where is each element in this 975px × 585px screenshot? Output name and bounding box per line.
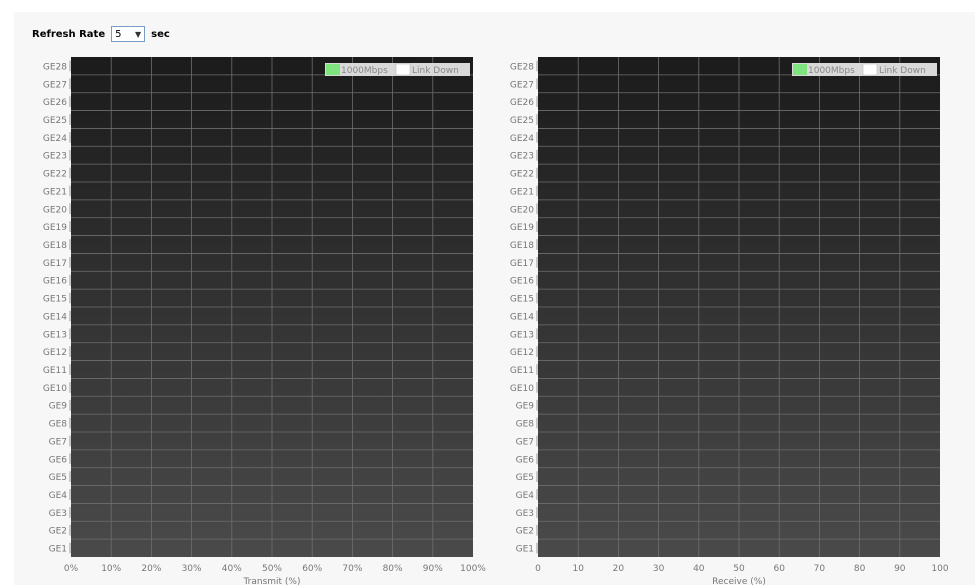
transmit-category-label: GE1 <box>49 545 67 555</box>
transmit-legend-swatch-down <box>395 63 411 76</box>
receive-xtick-label: 80 <box>854 564 866 574</box>
transmit-xtick-label: 60% <box>302 564 322 574</box>
transmit-category-label: GE25 <box>43 116 67 126</box>
receive-category-label: GE4 <box>516 491 535 501</box>
receive-category-label: GE27 <box>510 80 534 90</box>
transmit-category-label: GE26 <box>43 98 67 108</box>
receive-category-label: GE1 <box>516 545 534 555</box>
transmit-xtick-label: 40% <box>222 564 242 574</box>
receive-xtick-label: 40 <box>693 564 705 574</box>
receive-category-label: GE15 <box>510 295 534 305</box>
transmit-xtick-label: 0% <box>64 564 79 574</box>
receive-category-label: GE13 <box>510 330 534 340</box>
receive-category-label: GE10 <box>510 384 534 394</box>
receive-category-label: GE6 <box>516 455 535 465</box>
transmit-category-label: GE4 <box>49 491 68 501</box>
receive-category-label: GE22 <box>510 170 534 180</box>
transmit-category-label: GE20 <box>43 205 67 215</box>
transmit-xtick-label: 90% <box>423 564 443 574</box>
receive-chart: 0 10 20 30 40 50 60 70 80 90 100 GE28 GE27 GE26 GE25 GE… <box>510 57 949 585</box>
receive-legend-swatch-1000 <box>793 64 807 75</box>
transmit-category-label: GE28 <box>43 62 67 72</box>
transmit-category-label: GE13 <box>43 330 67 340</box>
transmit-xtick-label: 80% <box>383 564 403 574</box>
transmit-xtick-label: 10% <box>101 564 121 574</box>
transmit-category-label: GE22 <box>43 170 67 180</box>
refresh-rate-label: Refresh Rate <box>32 28 106 40</box>
transmit-legend-swatch-1000 <box>326 64 340 75</box>
transmit-xtick-label: 70% <box>342 564 362 574</box>
receive-xtick-label: 90 <box>894 564 906 574</box>
receive-xtick-label: 10 <box>572 564 584 574</box>
transmit-category-label: GE14 <box>43 312 67 322</box>
receive-category-label: GE16 <box>510 277 534 287</box>
receive-category-label: GE8 <box>516 420 535 430</box>
receive-xtick-label: 50 <box>733 564 745 574</box>
receive-legend-label-down: Link Down <box>879 66 926 76</box>
receive-category-label: GE20 <box>510 205 534 215</box>
receive-category-label: GE25 <box>510 116 534 126</box>
refresh-rate-select[interactable]: 5 ▼ <box>111 26 146 42</box>
receive-legend-swatch-down <box>862 63 878 76</box>
chevron-down-icon: ▼ <box>134 29 142 39</box>
receive-xtick-label: 30 <box>653 564 665 574</box>
transmit-category-label: GE17 <box>43 259 67 269</box>
transmit-xtick-label: 100% <box>460 564 486 574</box>
transmit-category-label: GE21 <box>43 187 67 197</box>
receive-category-label: GE2 <box>516 527 534 537</box>
receive-category-label: GE28 <box>510 62 534 72</box>
receive-xtick-label: 100 <box>931 564 948 574</box>
transmit-xtick-label: 20% <box>141 564 161 574</box>
transmit-chart: 0% 10% 20% 30% 40% 50% 60% 70% 80% 90% 100% GE28 GE2… <box>43 57 486 585</box>
receive-category-label: GE3 <box>516 509 534 519</box>
transmit-xaxis-label: Transmit (%) <box>242 577 300 585</box>
transmit-category-label: GE24 <box>43 134 67 144</box>
receive-category-label: GE12 <box>510 348 534 358</box>
transmit-category-label: GE3 <box>49 509 67 519</box>
transmit-category-label: GE6 <box>49 455 68 465</box>
receive-category-label: GE19 <box>510 223 534 233</box>
refresh-rate-value: 5 <box>115 28 122 40</box>
transmit-category-label: GE23 <box>43 152 67 162</box>
transmit-xtick-label: 30% <box>182 564 202 574</box>
receive-category-label: GE18 <box>510 241 534 251</box>
transmit-category-label: GE15 <box>43 295 67 305</box>
receive-xtick-label: 0 <box>535 564 541 574</box>
transmit-category-label: GE9 <box>49 402 68 412</box>
receive-category-label: GE14 <box>510 312 534 322</box>
transmit-category-label: GE8 <box>49 420 68 430</box>
transmit-category-label: GE16 <box>43 277 67 287</box>
transmit-category-label: GE18 <box>43 241 67 251</box>
receive-legend-label-1000: 1000Mbps <box>808 66 855 76</box>
receive-category-label: GE17 <box>510 259 534 269</box>
transmit-category-label: GE10 <box>43 384 67 394</box>
receive-category-label: GE24 <box>510 134 534 144</box>
refresh-unit-label: sec <box>151 28 170 40</box>
transmit-category-label: GE27 <box>43 80 67 90</box>
transmit-category-label: GE11 <box>43 366 67 376</box>
transmit-xtick-label: 50% <box>262 564 282 574</box>
receive-category-label: GE5 <box>516 473 534 483</box>
transmit-category-label: GE2 <box>49 527 67 537</box>
transmit-category-label: GE12 <box>43 348 67 358</box>
receive-category-label: GE7 <box>516 437 534 447</box>
transmit-category-label: GE7 <box>49 437 67 447</box>
refresh-toolbar: Refresh Rate 5 ▼ sec <box>32 25 170 43</box>
transmit-category-label: GE19 <box>43 223 67 233</box>
receive-category-label: GE23 <box>510 152 534 162</box>
receive-xtick-label: 70 <box>814 564 826 574</box>
transmit-category-label: GE5 <box>49 473 67 483</box>
transmit-legend-label-down: Link Down <box>412 66 459 76</box>
receive-category-label: GE11 <box>510 366 534 376</box>
receive-xtick-label: 60 <box>773 564 785 574</box>
receive-category-label: GE21 <box>510 187 534 197</box>
receive-category-label: GE9 <box>516 402 535 412</box>
receive-xaxis-label: Receive (%) <box>712 577 766 585</box>
transmit-legend-label-1000: 1000Mbps <box>341 66 388 76</box>
receive-xtick-label: 20 <box>613 564 625 574</box>
receive-category-label: GE26 <box>510 98 534 108</box>
